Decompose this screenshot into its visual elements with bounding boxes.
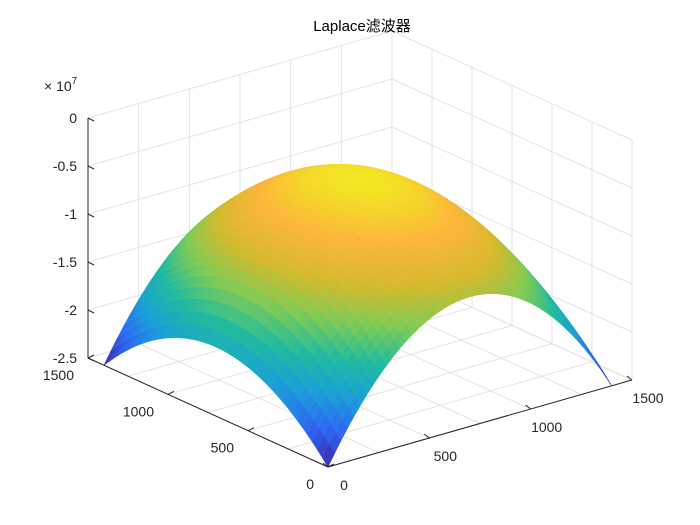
z-exponent-power: 7 [72, 76, 78, 87]
axis-layer: 0 500 1000 1500 0 500 1000 1500 0 -0.5 -1 -1.5 -2 -2.… [43, 110, 664, 493]
z-tick-mark [87, 357, 95, 362]
x-tick-mark [424, 433, 430, 439]
x-tick-label: 500 [434, 448, 458, 464]
x-tick-mark [525, 404, 531, 410]
y-tick-label: 1000 [123, 403, 154, 419]
y-tick-label: 0 [306, 476, 314, 492]
side-wall-gridline [391, 126, 633, 237]
y-tick-mark [87, 354, 95, 359]
z-tick-mark [87, 309, 95, 314]
x-tick-mark [322, 462, 329, 468]
y-tick-mark [167, 390, 175, 395]
z-tick-label: -2.5 [53, 350, 77, 366]
surface-layer [103, 164, 612, 468]
z-tick-label: -1.5 [53, 254, 77, 270]
z-tick-label: 0 [69, 110, 77, 126]
z-tick-label: -0.5 [53, 158, 77, 174]
x-axis-line [327, 379, 633, 468]
z-tick-label: -2 [65, 302, 78, 318]
x-tick-label: 1500 [632, 390, 663, 406]
z-tick-mark [87, 165, 95, 170]
y-tick-mark [247, 427, 255, 432]
z-tick-mark [87, 261, 95, 266]
x-tick-label: 0 [340, 477, 348, 493]
z-exponent-base: × 10 [44, 78, 72, 94]
back-wall-gridline [87, 78, 393, 167]
y-tick-label: 500 [211, 440, 235, 456]
x-tick-label: 1000 [531, 419, 562, 435]
chart-title: Laplace滤波器 [313, 18, 411, 35]
back-wall-gridline [87, 126, 393, 215]
back-wall-gridline [87, 30, 393, 119]
z-tick-label: -1 [65, 206, 78, 222]
surface-patch [322, 444, 335, 468]
side-wall-gridline [391, 78, 633, 189]
side-wall-gridline [391, 30, 633, 141]
z-tick-mark [87, 213, 95, 218]
y-tick-mark [327, 463, 335, 468]
y-axis-line [87, 357, 329, 468]
y-tick-label: 1500 [43, 367, 74, 383]
x-tick-mark [626, 375, 633, 381]
z-exponent-label: × 107 [44, 76, 78, 94]
z-tick-mark [87, 117, 95, 122]
